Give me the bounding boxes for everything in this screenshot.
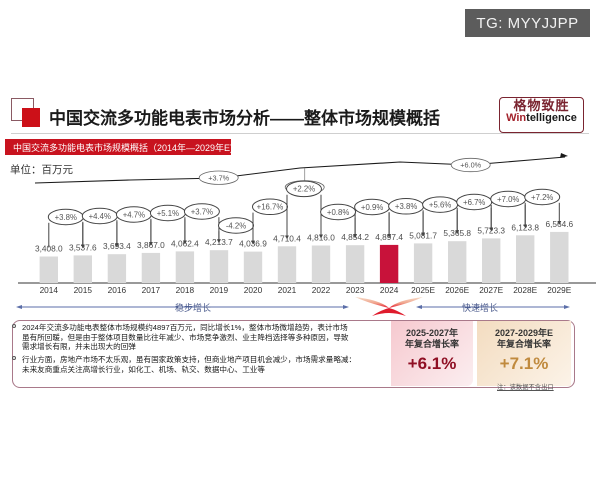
svg-text:+3.8%: +3.8% — [395, 202, 417, 211]
svg-text:2018: 2018 — [176, 285, 195, 295]
svg-text:+6.7%: +6.7% — [463, 198, 485, 207]
svg-text:+5.1%: +5.1% — [157, 209, 179, 218]
svg-text:2020: 2020 — [244, 285, 263, 295]
svg-text:+2.2%: +2.2% — [293, 185, 315, 194]
svg-text:2024: 2024 — [380, 285, 399, 295]
svg-text:+3.8%: +3.8% — [55, 213, 77, 222]
svg-text:2028E: 2028E — [513, 285, 537, 295]
svg-text:+7.2%: +7.2% — [531, 193, 553, 202]
svg-text:+4.4%: +4.4% — [89, 212, 111, 221]
svg-text:快速增长: 快速增长 — [462, 302, 498, 313]
svg-text:+3.7%: +3.7% — [191, 207, 213, 216]
svg-text:2021: 2021 — [278, 285, 297, 295]
svg-text:+4.7%: +4.7% — [123, 210, 145, 219]
svg-text:2025E: 2025E — [411, 285, 435, 295]
svg-text:+16.7%: +16.7% — [257, 203, 284, 212]
svg-text:2023: 2023 — [346, 285, 365, 295]
svg-text:2029E: 2029E — [547, 285, 571, 295]
svg-text:2027E: 2027E — [479, 285, 503, 295]
svg-text:2017: 2017 — [142, 285, 161, 295]
svg-text:+0.9%: +0.9% — [361, 203, 383, 212]
svg-text:2014: 2014 — [40, 285, 59, 295]
svg-text:2022: 2022 — [312, 285, 331, 295]
svg-text:2019: 2019 — [210, 285, 229, 295]
svg-text:+7.0%: +7.0% — [497, 195, 519, 204]
svg-text:+6.0%: +6.0% — [460, 161, 481, 170]
svg-text:+3.7%: +3.7% — [208, 173, 229, 182]
svg-text:+5.6%: +5.6% — [429, 200, 451, 209]
svg-text:+0.8%: +0.8% — [327, 208, 349, 217]
svg-text:2026E: 2026E — [445, 285, 469, 295]
svg-text:-4.2%: -4.2% — [226, 221, 246, 230]
svg-text:稳步增长: 稳步增长 — [175, 302, 211, 313]
svg-text:2015: 2015 — [74, 285, 93, 295]
svg-text:2016: 2016 — [108, 285, 127, 295]
